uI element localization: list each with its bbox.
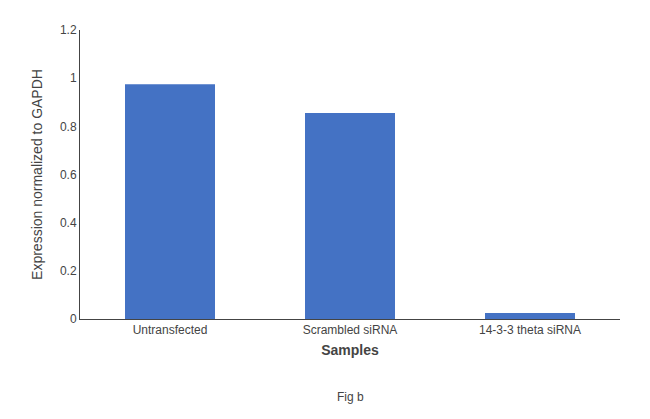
svg-text:1.2: 1.2 [60, 23, 77, 37]
svg-text:Untransfected: Untransfected [133, 323, 208, 337]
svg-text:0: 0 [70, 312, 77, 326]
svg-text:Scrambled siRNA: Scrambled siRNA [303, 323, 398, 337]
svg-text:0.2: 0.2 [60, 264, 77, 278]
svg-text:14-3-3 theta siRNA: 14-3-3 theta siRNA [479, 323, 581, 337]
svg-text:Fig b: Fig b [337, 390, 364, 404]
svg-text:Samples: Samples [321, 342, 379, 358]
svg-text:Expression normalized to GAPDH: Expression normalized to GAPDH [29, 69, 45, 280]
svg-text:1: 1 [70, 71, 77, 85]
svg-text:0.6: 0.6 [60, 168, 77, 182]
svg-text:0.8: 0.8 [60, 120, 77, 134]
svg-text:0.4: 0.4 [60, 216, 77, 230]
